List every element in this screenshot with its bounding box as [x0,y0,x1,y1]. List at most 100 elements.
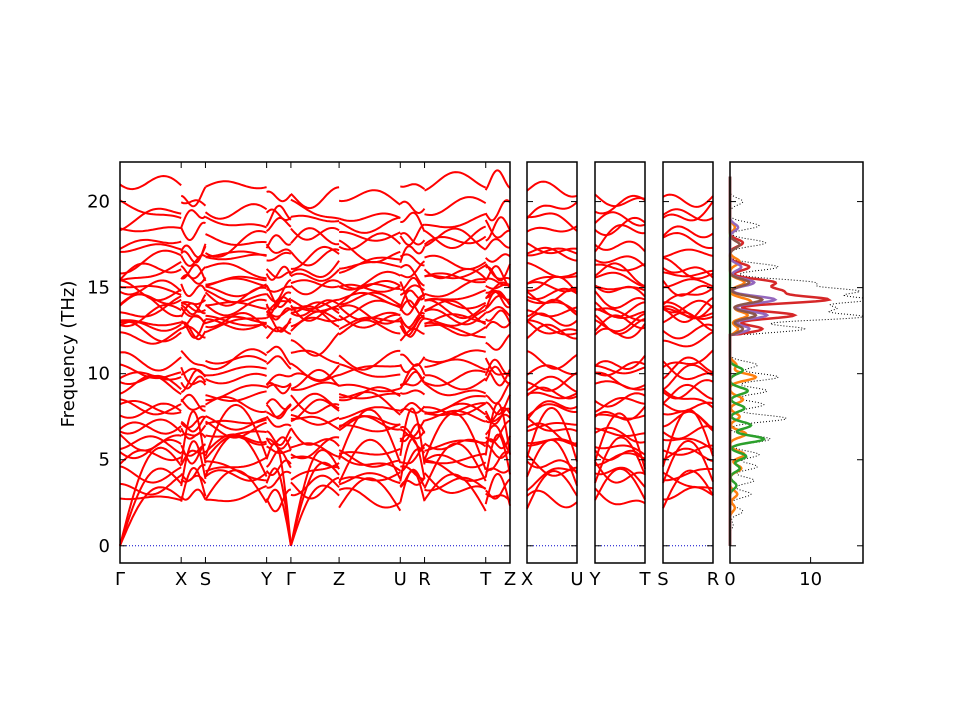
band-line [526,454,578,477]
band-line [594,194,646,215]
band-line [265,243,292,254]
band-line [119,261,182,282]
band-line [399,200,426,215]
band-line [290,415,340,431]
band-line [290,214,340,223]
acoustic-band-line [180,466,207,502]
band-line [180,244,207,259]
band-line [338,392,401,400]
acoustic-band-line [484,472,511,506]
acoustic-band-line [204,469,268,504]
band-line [594,271,646,288]
high-symmetry-label: Y [589,569,602,590]
band-line [180,449,207,466]
band-line [662,444,713,456]
band-line [266,355,292,370]
acoustic-band-line [119,486,182,547]
band-line [119,495,182,502]
band-line [484,419,511,443]
band-line [424,264,487,280]
high-symmetry-label: Γ [115,569,125,590]
band-line [180,367,206,377]
band-line [119,262,182,281]
band-line [338,283,401,306]
band-line [290,332,340,357]
band-line [662,208,714,222]
band-line [265,415,292,428]
band-line [594,427,646,437]
band-line [338,364,401,377]
acoustic-band-line [204,403,268,458]
band-line [180,488,207,501]
band-line [119,400,182,415]
band-line [119,279,182,296]
band-line [594,354,646,370]
band-line [265,234,292,249]
band-line [484,238,511,250]
band-line [338,472,401,486]
acoustic-band-line [289,448,340,546]
acoustic-band-line [265,488,292,546]
y-axis-label: Frequency (THz) [58,281,79,428]
band-line [526,225,578,233]
acoustic-band-line [594,412,646,470]
band-line [399,370,426,387]
band-line [424,278,486,298]
band-line [180,283,207,298]
band-line [662,225,714,239]
y-tick-label: 20 [87,192,110,213]
band-line [205,216,267,229]
band-line [205,415,267,431]
band-line [265,265,292,281]
band-line [205,262,267,280]
band-line [485,333,511,351]
band-line [290,362,340,383]
band-line [399,245,426,263]
acoustic-band-line [289,461,340,547]
band-line [180,366,207,386]
band-line [119,327,182,345]
acoustic-band-line [119,446,182,547]
band-line [119,295,182,318]
band-line [662,363,714,391]
band-line [400,211,426,232]
band-line [338,216,401,234]
band-line [424,212,487,229]
band-line [119,433,182,452]
band-line [424,299,487,326]
band-line [205,384,267,402]
band-line [400,353,426,367]
band-line [119,238,182,250]
band-line [424,308,487,327]
band-line [290,298,340,310]
band-line [662,299,714,314]
band-line [265,382,292,389]
band-line [594,314,646,335]
band-line [338,283,401,293]
band-line [290,186,340,210]
band-line [180,463,206,482]
band-line [338,305,401,321]
band-line [484,291,511,310]
band-line [290,279,340,289]
band-line [265,381,292,395]
band-line [290,279,340,296]
acoustic-band-line [484,402,511,456]
high-symmetry-label: Z [504,569,516,590]
band-line [484,253,511,263]
band-line [594,487,646,506]
band-line [526,403,578,418]
band-line [424,476,487,492]
band-line [526,281,578,293]
high-symmetry-label: R [418,569,431,590]
band-line [181,186,207,208]
band-line [205,354,268,365]
band-line [265,291,292,311]
band-line [338,304,401,325]
band-line [485,368,511,387]
band-line [485,394,511,416]
band-line [526,416,578,433]
band-line [290,198,340,220]
band-line [338,239,401,264]
band-line [204,203,268,220]
